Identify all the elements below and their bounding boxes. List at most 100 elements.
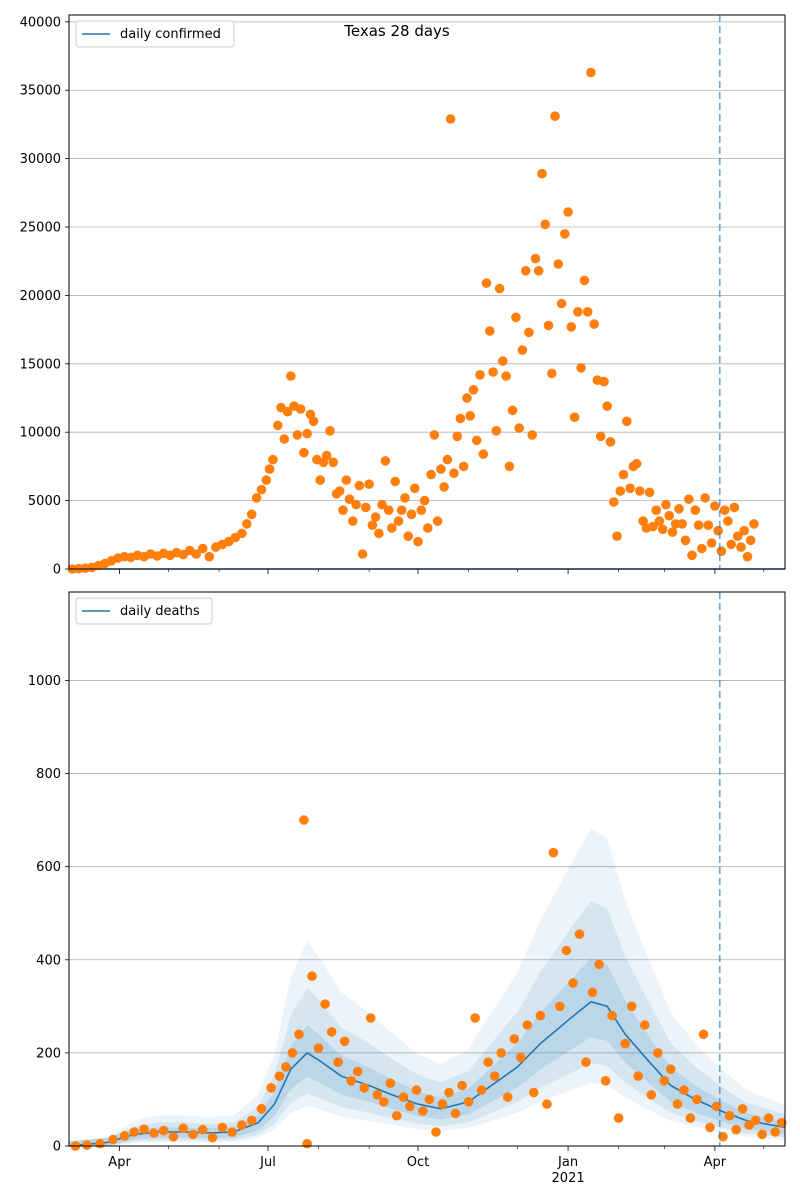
confirmed-point [644, 487, 655, 498]
deaths-point [352, 1066, 363, 1077]
xtick-label: Oct [407, 1155, 429, 1170]
confirmed-point [631, 458, 642, 469]
deaths-point [320, 999, 330, 1009]
deaths-legend-box [75, 597, 213, 625]
confirmed-panel: Texas 28 days daily confirmed [75, 20, 450, 48]
confirmed-point [403, 531, 414, 541]
confirmed-point [242, 519, 252, 529]
deaths-point [392, 1110, 402, 1121]
confirmed-point [729, 502, 740, 513]
confirmed-point [553, 259, 564, 269]
confirmed-point [723, 516, 733, 526]
confirmed-point [680, 535, 691, 546]
deaths-point [217, 1122, 228, 1133]
confirmed-point [674, 504, 684, 514]
deaths-point [365, 1013, 376, 1023]
deaths-ytick-label: 1000 [28, 674, 61, 689]
confirmed-point [416, 505, 427, 515]
confirmed-point [286, 371, 296, 381]
deaths-point [119, 1131, 130, 1141]
confirmed-point [719, 505, 730, 515]
deaths-point [502, 1092, 513, 1102]
confirmed-point [237, 528, 247, 539]
deaths-point [178, 1123, 188, 1134]
deaths-point [542, 1099, 552, 1109]
confirmed-point [507, 405, 518, 416]
confirmed-point [511, 312, 521, 323]
confirmed-point [697, 543, 707, 554]
confirmed-point [498, 356, 508, 366]
deaths-point [529, 1087, 539, 1098]
confirmed-ytick-label: 30000 [20, 152, 61, 167]
confirmed-point [393, 516, 404, 526]
confirmed-ytick-label: 35000 [20, 84, 61, 99]
deaths-frame [68, 591, 786, 1147]
deaths-point [548, 847, 559, 858]
confirmed-point [618, 469, 629, 480]
deaths-plot: 0 200 400 600 800 1000 Apr Jul Oct Jan Apr 2021 [28, 591, 787, 1186]
deaths-point [646, 1090, 657, 1100]
confirmed-point [586, 67, 596, 78]
confirmed-point [325, 426, 335, 436]
deaths-point [568, 978, 578, 988]
deaths-point [158, 1125, 169, 1136]
confirmed-point [635, 486, 645, 496]
confirmed-point [361, 502, 371, 513]
confirmed-point [367, 520, 378, 530]
confirmed-point [413, 536, 423, 547]
deaths-point [294, 1029, 304, 1040]
confirmed-point [406, 509, 417, 520]
confirmed-point [579, 275, 590, 286]
deaths-point [256, 1104, 267, 1114]
confirmed-point [261, 475, 272, 485]
confirmed-point [713, 525, 723, 536]
confirmed-point [321, 450, 332, 461]
deaths-point [626, 1001, 637, 1012]
deaths-point [672, 1099, 683, 1109]
confirmed-point [436, 464, 446, 474]
confirmed-point [520, 266, 531, 276]
deaths-point [705, 1122, 715, 1133]
deaths-point [607, 1010, 617, 1021]
deaths-point [139, 1124, 149, 1134]
deaths-point [770, 1127, 780, 1137]
confirmed-point [745, 535, 756, 546]
deaths-point [372, 1090, 383, 1100]
confirmed-legend-box [75, 20, 235, 48]
confirmed-point [687, 550, 697, 561]
deaths-point [470, 1013, 480, 1023]
confirmed-point [354, 480, 365, 491]
deaths-point [227, 1127, 237, 1137]
deaths-point [620, 1038, 630, 1049]
deaths-uncertainty-band [69, 828, 785, 1146]
confirmed-point [458, 461, 469, 472]
deaths-point [444, 1087, 454, 1098]
confirmed-point [468, 385, 479, 395]
confirmed-point [625, 483, 635, 494]
deaths-point [339, 1036, 350, 1047]
deaths-point [385, 1078, 396, 1088]
confirmed-point [246, 509, 257, 520]
confirmed-point [677, 519, 687, 529]
deaths-point [776, 1117, 787, 1128]
deaths-point [489, 1071, 500, 1081]
deaths-point [561, 945, 572, 956]
confirmed-point [449, 468, 459, 479]
confirmed-point [419, 495, 430, 506]
deaths-point [207, 1132, 218, 1143]
confirmed-point [573, 307, 583, 317]
deaths-point [659, 1076, 670, 1086]
confirmed-point [726, 539, 736, 550]
confirmed-legend: daily confirmed [75, 20, 235, 48]
xtick-label: Apr [704, 1155, 727, 1170]
confirmed-point [589, 319, 599, 329]
deaths-point [724, 1110, 735, 1121]
confirmed-point [452, 431, 463, 442]
confirmed-point [273, 420, 283, 431]
deaths-point [168, 1131, 179, 1142]
xtick-label: Jul [259, 1155, 276, 1170]
confirmed-point [661, 499, 671, 510]
confirmed-point [615, 486, 626, 496]
confirmed-point [530, 253, 541, 264]
deaths-point [287, 1048, 298, 1058]
